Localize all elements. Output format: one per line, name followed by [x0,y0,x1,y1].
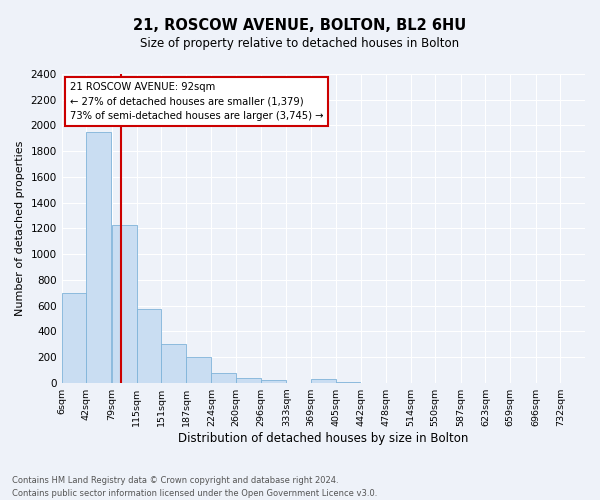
Bar [236,378,261,383]
Text: 21, ROSCOW AVENUE, BOLTON, BL2 6HU: 21, ROSCOW AVENUE, BOLTON, BL2 6HU [133,18,467,32]
Bar [112,224,137,383]
Bar [261,380,286,383]
Text: Contains HM Land Registry data © Crown copyright and database right 2024.
Contai: Contains HM Land Registry data © Crown c… [12,476,377,498]
Text: 21 ROSCOW AVENUE: 92sqm
← 27% of detached houses are smaller (1,379)
73% of semi: 21 ROSCOW AVENUE: 92sqm ← 27% of detache… [70,82,323,122]
Bar [311,379,335,383]
Bar [186,357,211,383]
Bar [161,344,186,383]
Bar [62,293,86,383]
X-axis label: Distribution of detached houses by size in Bolton: Distribution of detached houses by size … [178,432,469,445]
Bar [86,132,111,383]
Bar [137,309,161,383]
Bar [335,382,361,383]
Bar [211,372,236,383]
Y-axis label: Number of detached properties: Number of detached properties [15,141,25,316]
Text: Size of property relative to detached houses in Bolton: Size of property relative to detached ho… [140,38,460,51]
